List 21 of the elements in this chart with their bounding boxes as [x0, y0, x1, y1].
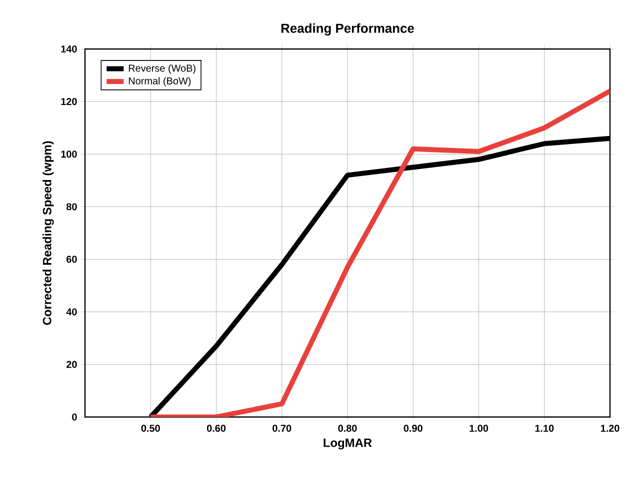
chart-title: Reading Performance	[281, 23, 414, 36]
y-tick-label: 80	[66, 203, 77, 210]
y-tick-label: 60	[66, 256, 77, 263]
y-tick-label: 0	[72, 413, 77, 421]
y-axis-title: Corrected Reading Speed (wpm)	[42, 141, 54, 325]
x-tick-label: 1.20	[600, 424, 620, 432]
legend-label: Reverse (WoB)	[128, 64, 196, 74]
y-tick-label: 40	[66, 308, 77, 316]
y-tick-label: 140	[61, 45, 77, 53]
x-tick-label: 1.00	[470, 424, 488, 432]
x-tick-label: 0.60	[206, 424, 226, 432]
x-tick-label: 1.10	[535, 424, 554, 432]
x-tick-label: 0.80	[338, 424, 357, 432]
y-tick-label: 120	[61, 98, 77, 106]
y-tick-label: 20	[66, 360, 77, 368]
x-tick-label: 0.90	[404, 424, 422, 432]
x-tick-label: 0.70	[272, 424, 292, 432]
legend-label: Normal (BoW)	[128, 77, 191, 86]
x-tick-label: 0.50	[141, 424, 160, 432]
x-axis-title: LogMAR	[324, 438, 372, 450]
y-tick-label: 100	[61, 150, 77, 158]
